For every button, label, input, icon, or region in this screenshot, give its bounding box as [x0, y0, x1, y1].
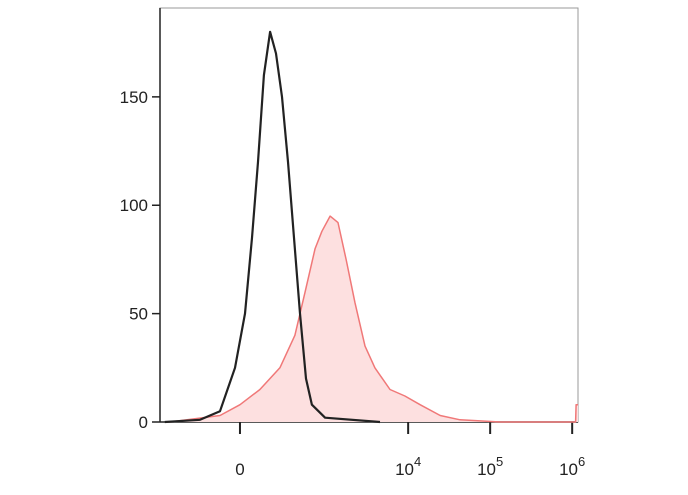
x-tick-base: 10	[477, 460, 496, 479]
histogram-line	[164, 30, 381, 424]
y-tick-label: 100	[120, 196, 148, 215]
x-tick-base: 10	[559, 460, 578, 479]
area	[169, 216, 579, 422]
x-tick-exponent: 5	[496, 454, 503, 469]
y-tick-label: 150	[120, 88, 148, 107]
x-tick-base: 10	[395, 460, 414, 479]
y-tick-label: 50	[129, 305, 148, 324]
x-tick-label: 106	[559, 454, 585, 479]
y-tick-label: 0	[139, 413, 148, 432]
x-tick-label: 104	[395, 454, 421, 479]
x-tick-label: 105	[477, 454, 503, 479]
x-tick-label: 0	[235, 460, 244, 479]
histogram-line	[169, 215, 578, 423]
x-tick-exponent: 6	[578, 454, 585, 469]
x-tick-exponent: 4	[414, 454, 421, 469]
